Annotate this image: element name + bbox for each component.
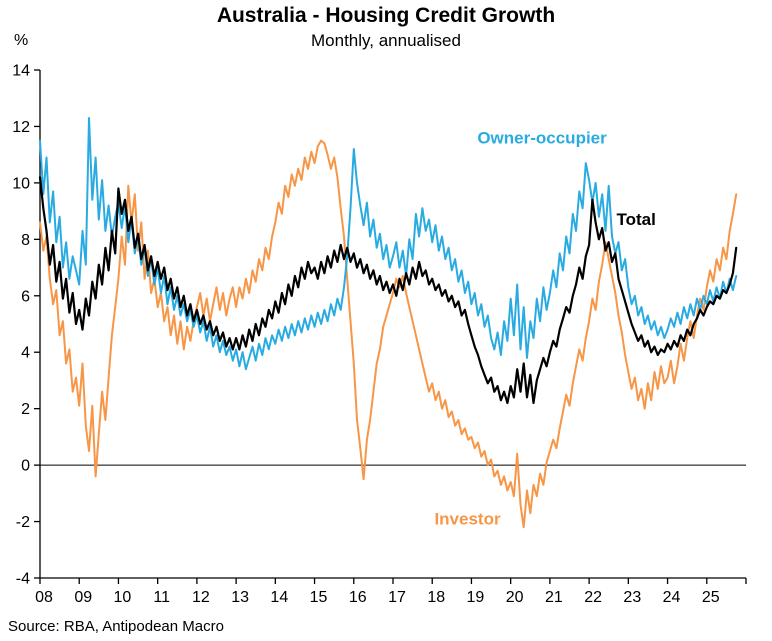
y-tick-label: 6 — [21, 288, 30, 305]
x-tick-label: 09 — [74, 589, 92, 606]
chart-subtitle: Monthly, annualised — [311, 31, 461, 50]
x-tick-label: 13 — [231, 589, 249, 606]
x-tick-label: 14 — [270, 589, 288, 606]
x-tick-label: 19 — [467, 589, 485, 606]
source-note: Source: RBA, Antipodean Macro — [8, 618, 224, 635]
y-tick-label: 12 — [12, 119, 30, 136]
y-tick-label: -2 — [16, 514, 30, 531]
y-tick-label: 8 — [21, 232, 30, 249]
x-tick-label: 16 — [349, 589, 367, 606]
y-tick-label: -4 — [16, 571, 30, 588]
y-tick-label: 2 — [21, 401, 30, 418]
x-tick-label: 25 — [702, 589, 720, 606]
y-tick-label: 0 — [21, 458, 30, 475]
y-tick-label: 10 — [12, 175, 30, 192]
series-label-investor: Investor — [434, 509, 501, 528]
series-line-total — [38, 176, 738, 405]
x-tick-label: 17 — [388, 589, 406, 606]
x-tick-label: 22 — [584, 589, 602, 606]
y-axis-unit-label: % — [14, 32, 29, 49]
x-tick-label: 18 — [427, 589, 445, 606]
x-tick-label: 15 — [310, 589, 328, 606]
chart-title: Australia - Housing Credit Growth — [216, 4, 556, 27]
x-tick-label: 24 — [663, 589, 681, 606]
x-tick-label: 20 — [506, 589, 524, 606]
series-line-investor — [39, 139, 738, 529]
x-tick-label: 23 — [623, 589, 641, 606]
series-line-owner-occupier — [39, 117, 738, 371]
x-tick-label: 11 — [153, 589, 170, 606]
series-label-owner-occupier: Owner-occupier — [477, 128, 607, 147]
y-tick-label: 4 — [21, 345, 30, 362]
y-tick-label: 14 — [12, 63, 30, 80]
x-tick-label: 10 — [114, 589, 132, 606]
x-tick-label: 12 — [192, 589, 210, 606]
x-tick-label: 08 — [35, 589, 53, 606]
x-tick-label: 21 — [545, 589, 563, 606]
series-label-total: Total — [616, 210, 655, 229]
